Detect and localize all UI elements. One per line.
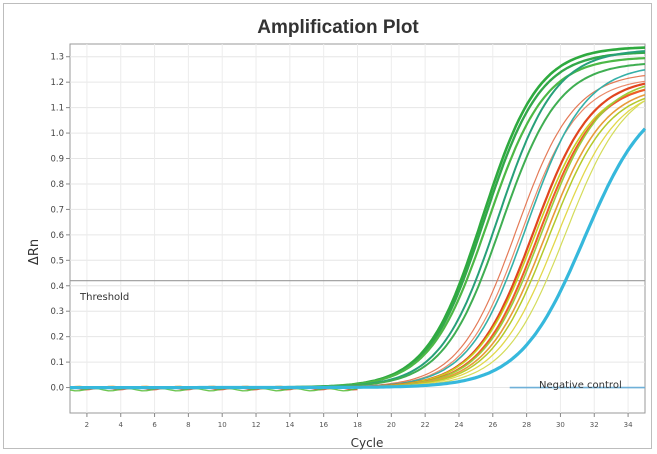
y-tick-label: 0.4 (50, 282, 64, 292)
x-tick-label: 32 (590, 421, 599, 429)
axis-layer: 0.0 0.1 0.2 0.3 0.4 0.5 0.6 0.7 0.8 0.9 1.0 1.1 1.2 1… (50, 53, 633, 429)
y-tick-label: 1.3 (50, 53, 64, 63)
x-tick-label: 16 (319, 421, 328, 429)
x-tick-label: 30 (556, 421, 565, 429)
x-tick-label: 12 (252, 421, 261, 429)
y-tick-label: 0.9 (50, 155, 64, 165)
figure-frame (3, 3, 652, 449)
x-tick-label: 24 (455, 421, 464, 429)
y-axis-label: ΔRn (27, 239, 42, 265)
x-tick-label: 34 (624, 421, 633, 429)
x-tick-label: 6 (152, 421, 157, 429)
y-tick-label: 1.1 (50, 104, 64, 114)
x-tick-label: 4 (119, 421, 124, 429)
x-tick-label: 28 (522, 421, 531, 429)
threshold-label: Threshold (79, 292, 129, 303)
y-tick-label: 1.2 (50, 78, 64, 88)
x-tick-label: 26 (488, 421, 497, 429)
chart-title: Amplification Plot (257, 17, 419, 38)
x-tick-label: 22 (421, 421, 430, 429)
y-tick-label: 1.0 (50, 129, 64, 139)
y-tick-label: 0.3 (50, 307, 64, 317)
x-tick-label: 10 (218, 421, 227, 429)
negative-control-label: Negative control (539, 380, 622, 391)
y-tick-label: 0.6 (50, 231, 64, 241)
amplification-curve (70, 127, 647, 390)
y-tick-label: 0.5 (50, 256, 64, 266)
x-tick-label: 20 (387, 421, 396, 429)
baseline-trace (69, 387, 358, 392)
y-tick-label: 0.0 (50, 384, 64, 394)
x-axis-label: Cycle (351, 436, 384, 450)
x-tick-label: 8 (186, 421, 190, 429)
x-tick-label: 14 (285, 421, 294, 429)
x-tick-label: 18 (353, 421, 362, 429)
y-tick-label: 0.1 (50, 358, 64, 368)
y-tick-label: 0.7 (50, 205, 64, 215)
x-tick-label: 2 (85, 421, 89, 429)
y-tick-label: 0.8 (50, 180, 64, 190)
curve-layer (69, 46, 647, 392)
y-tick-label: 0.2 (50, 333, 64, 343)
